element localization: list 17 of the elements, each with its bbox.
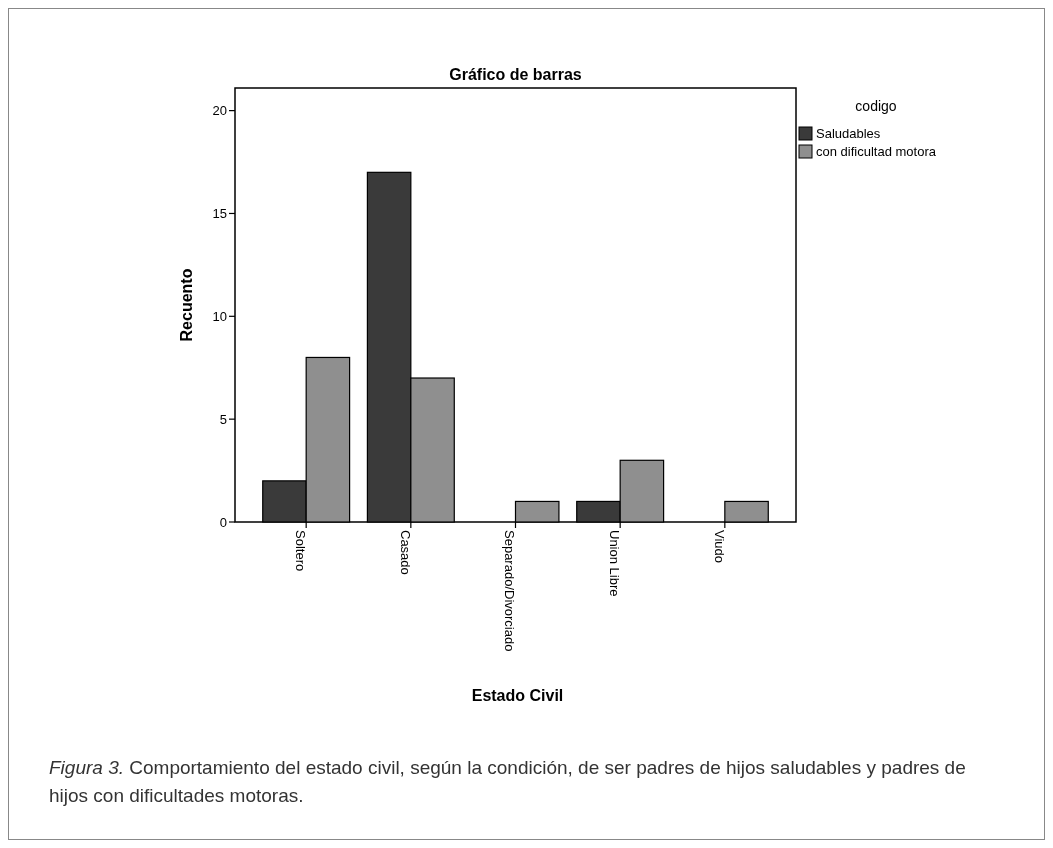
y-axis-title: Recuento <box>178 268 195 342</box>
x-tick-label: Union Libre <box>607 530 623 597</box>
y-tick-label: 20 <box>212 103 227 119</box>
chart-title: Gráfico de barras <box>449 66 582 83</box>
legend-label: con dificultad motora <box>816 144 937 160</box>
text: Figura 3. Comportamiento del estado civil, según la condición, de ser padres de hijos saludables y padres de hijos con dificultades motoras. <box>49 756 967 808</box>
y-tick-label: 5 <box>219 411 227 427</box>
x-tick-label: Separado/Divorciado <box>502 530 518 652</box>
y-tick-label: 0 <box>219 514 227 530</box>
legend-title: codigo <box>855 98 897 114</box>
x-tick-label: Casado <box>397 530 413 575</box>
y-tick-label: 10 <box>212 308 227 324</box>
x-axis-title: Estado Civil <box>471 687 564 704</box>
legend-label: Saludables <box>816 126 881 142</box>
y-tick-label: 15 <box>212 206 227 222</box>
x-tick-label: Soltero <box>293 530 309 572</box>
x-tick-label: Viudo <box>711 530 727 564</box>
